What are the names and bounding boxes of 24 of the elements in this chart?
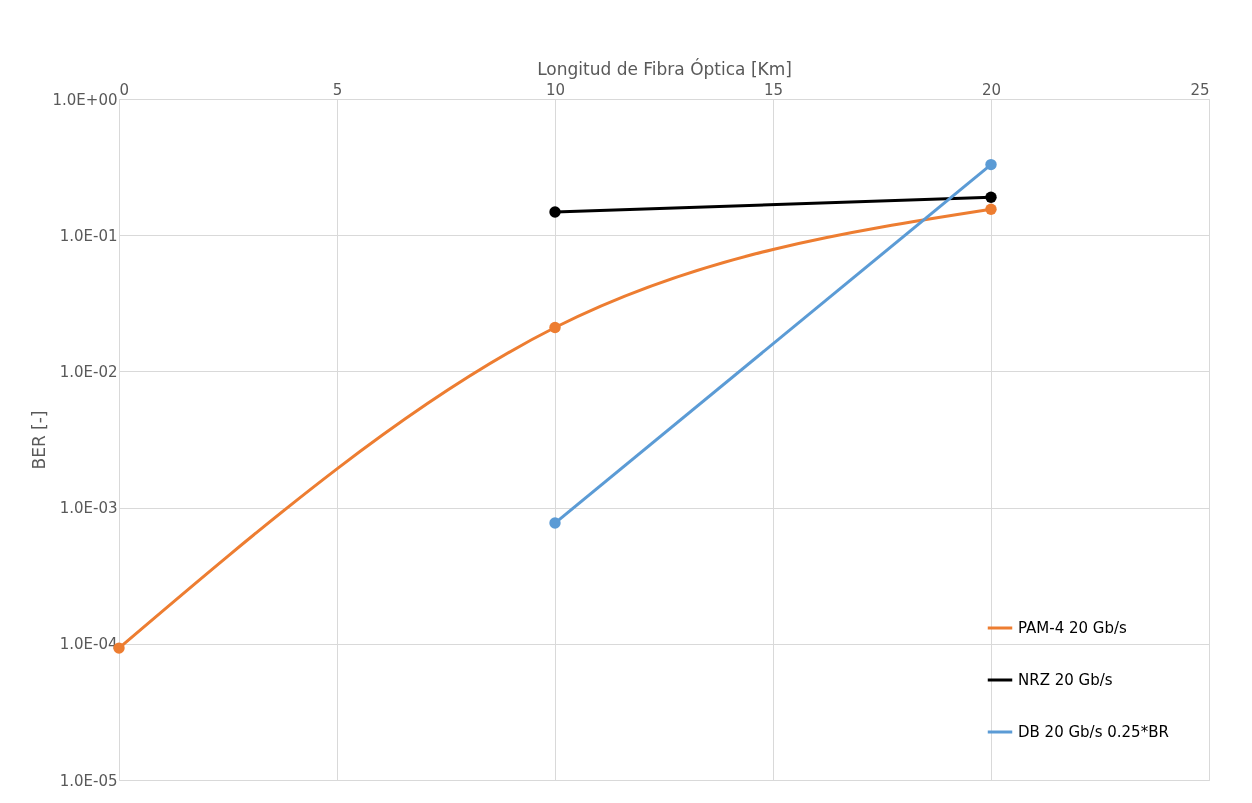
- point: [549, 206, 561, 218]
- x-tick-label: 20: [981, 80, 1002, 99]
- y-tick-label: 1.0E-05: [59, 771, 118, 790]
- point: [985, 158, 997, 171]
- y-axis-title: BER [-]: [28, 410, 49, 470]
- y-tick-label: 1.0E-04: [59, 635, 118, 654]
- legend-label: PAM-4 20 Gb/s: [1018, 619, 1128, 637]
- x-tick-label: 25: [1190, 80, 1210, 99]
- x-tick-label: 10: [545, 80, 566, 99]
- point: [113, 642, 125, 654]
- x-tick-label: 15: [763, 80, 784, 99]
- x-tick-label: 0: [119, 80, 130, 99]
- legend-label: NRZ 20 Gb/s: [1018, 671, 1113, 689]
- y-tick-label: 1.0E-03: [59, 499, 118, 518]
- point: [549, 321, 561, 334]
- y-tick-label: 1.0E+00: [52, 90, 118, 109]
- y-tick-label: 1.0E-01: [59, 226, 118, 245]
- point: [549, 517, 561, 529]
- point: [985, 191, 997, 203]
- legend-label: DB 20 Gb/s 0.25*BR: [1018, 723, 1169, 741]
- x-tick-label: 5: [332, 80, 343, 99]
- y-tick-label: 1.0E-02: [59, 362, 118, 381]
- point: [985, 203, 997, 215]
- x-axis-title: Longitud de Fibra Óptica [Km]: [537, 57, 792, 79]
